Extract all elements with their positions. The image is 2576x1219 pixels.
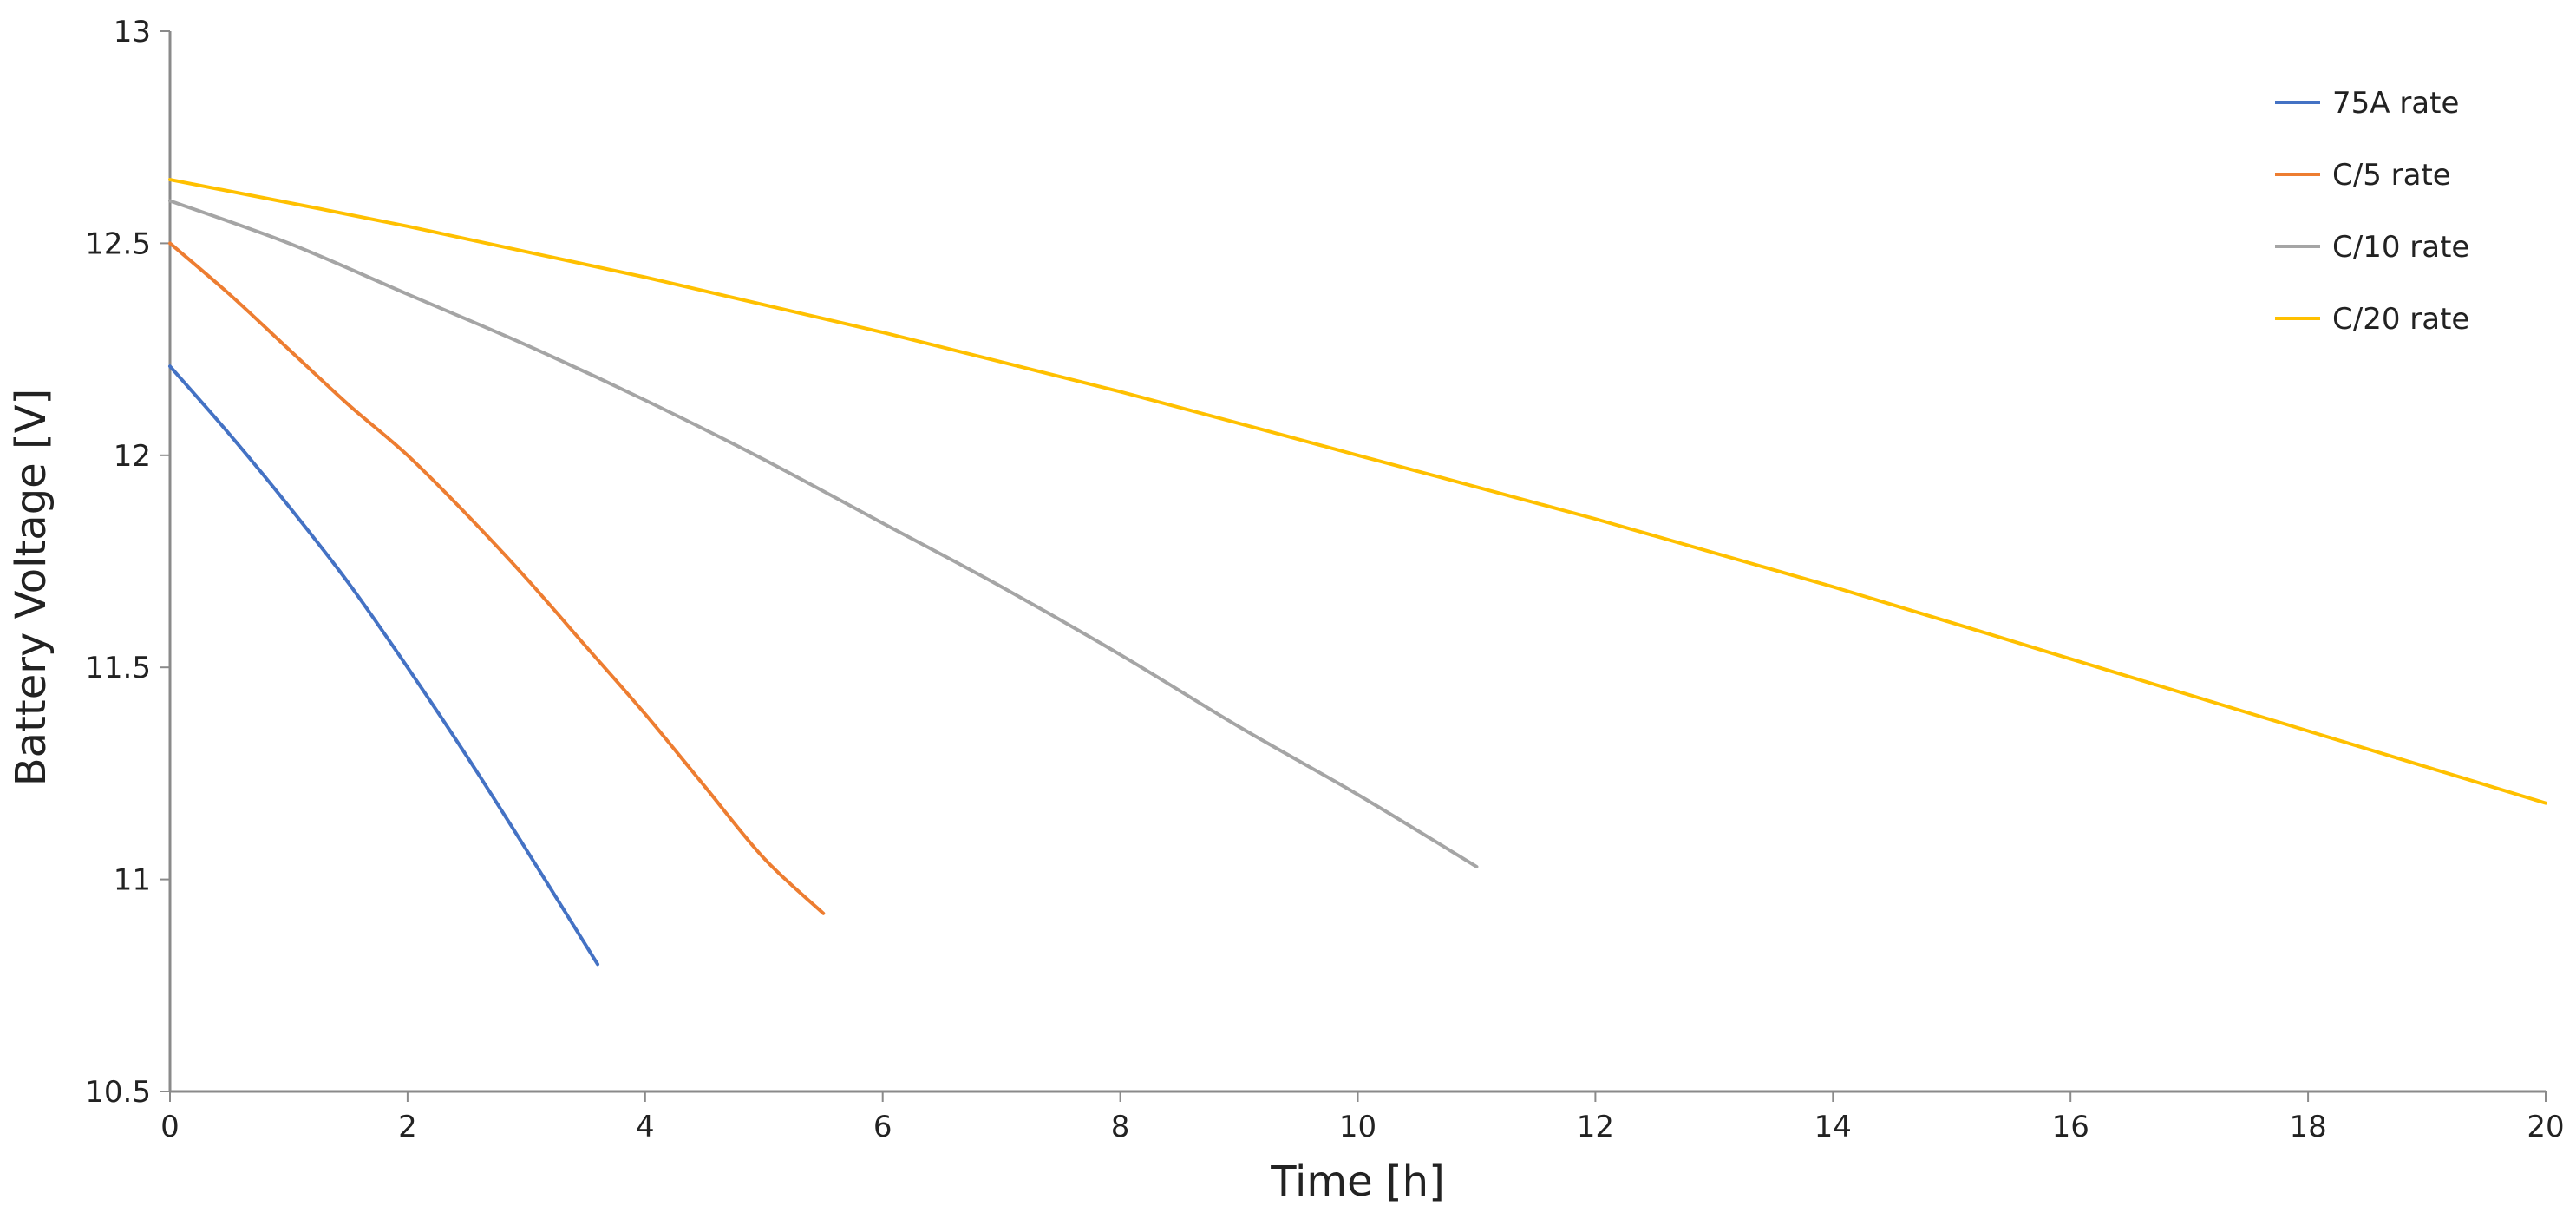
y-tick-label: 13 (114, 15, 151, 49)
x-ticks: 0 2 4 6 8 10 12 14 16 18 20 (160, 1091, 2565, 1144)
y-axis-title: Battery Voltage [V] (7, 389, 56, 787)
x-tick-label: 20 (2527, 1110, 2564, 1144)
series-line-c-10-rate (168, 199, 1479, 868)
x-tick-label: 4 (636, 1110, 655, 1144)
x-tick-label: 2 (398, 1110, 417, 1144)
legend-label-75a-rate: 75A rate (2332, 86, 2459, 121)
x-tick-label: 18 (2289, 1110, 2326, 1144)
series-line-75a-rate (168, 364, 600, 967)
legend: 75A rate C/5 rate C/10 rate C/20 rate (2275, 86, 2469, 337)
x-axis-title: Time [h] (1270, 1157, 1445, 1206)
series-line-c-20-rate (168, 178, 2547, 805)
axes (168, 31, 2546, 1093)
x-tick-label: 10 (1339, 1110, 1376, 1144)
y-tick-label: 10.5 (85, 1075, 151, 1110)
x-tick-label: 6 (873, 1110, 892, 1144)
y-tick-label: 12 (114, 439, 151, 474)
y-ticks: 10.5 11 11.5 12 12.5 13 (85, 15, 170, 1110)
series-lines (168, 178, 2547, 967)
y-tick-label: 11.5 (85, 651, 151, 685)
x-tick-label: 16 (2052, 1110, 2089, 1144)
x-tick-label: 14 (1814, 1110, 1852, 1144)
x-tick-label: 8 (1111, 1110, 1130, 1144)
legend-label-c-5-rate: C/5 rate (2332, 158, 2451, 193)
x-tick-label: 0 (160, 1110, 180, 1144)
legend-label-c-10-rate: C/10 rate (2332, 230, 2469, 265)
y-tick-label: 12.5 (85, 226, 151, 261)
legend-label-c-20-rate: C/20 rate (2332, 302, 2469, 337)
x-tick-label: 12 (1577, 1110, 1614, 1144)
series-line-c-5-rate (168, 241, 826, 915)
y-tick-label: 11 (114, 863, 151, 898)
